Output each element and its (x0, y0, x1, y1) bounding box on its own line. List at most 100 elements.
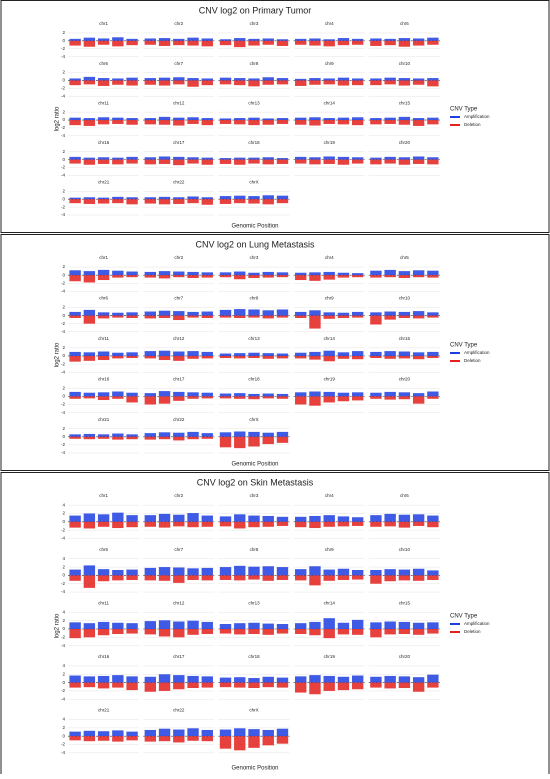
amplification-bar (126, 676, 138, 683)
amplification-bar (412, 677, 425, 683)
amplification-bar (276, 309, 289, 316)
facet-label: chr13 (248, 100, 260, 105)
y-tick-label: 4 (62, 610, 65, 615)
deletion-bar (219, 80, 232, 85)
deletion-bar (323, 521, 335, 527)
deletion-bar (126, 736, 138, 741)
amplification-bar (69, 156, 81, 160)
y-tick-label: 2 (62, 189, 65, 194)
y-tick-label: 0 (62, 519, 65, 524)
deletion-bar (384, 40, 396, 46)
deletion-bar (276, 682, 289, 688)
amplification-bar (144, 38, 157, 41)
deletion-bar (351, 40, 364, 45)
amplification-bar (295, 38, 307, 41)
deletion-bar (384, 355, 396, 359)
amplification-bar (158, 156, 171, 160)
amplification-bar (69, 311, 81, 316)
amplification-bar (370, 78, 382, 81)
amplification-bar (83, 392, 96, 397)
amplification-bar (97, 78, 110, 81)
amplification-bar (248, 38, 260, 41)
deletion-bar (276, 521, 289, 526)
amplification-bar (173, 391, 185, 397)
deletion-bar (187, 315, 199, 318)
amplification-bar (351, 311, 364, 316)
y-tick-label: 0 (62, 434, 65, 439)
deletion-bar (158, 199, 171, 205)
amplification-bar (126, 515, 138, 522)
deletion-bar (112, 120, 124, 124)
deletion-bar (351, 159, 364, 164)
y-tick-label: 2 (62, 30, 65, 35)
amplification-bar (384, 38, 396, 41)
amplification-bar (201, 729, 213, 737)
amplification-bar (351, 675, 364, 683)
amplification-bar (173, 621, 185, 629)
amplification-bar (97, 392, 110, 397)
y-tick-label: 2 (62, 618, 65, 623)
amplification-bar (69, 569, 81, 576)
deletion-bar (219, 629, 232, 634)
amplification-bar (97, 434, 110, 437)
deletion-bar (234, 629, 246, 635)
deletion-bar (398, 275, 411, 279)
deletion-bar (69, 396, 81, 399)
deletion-bar (248, 80, 260, 87)
amplification-bar (398, 676, 411, 683)
deletion-bar (262, 436, 274, 445)
deletion-bar (69, 682, 81, 688)
deletion-bar (144, 521, 157, 527)
facet-label: chr18 (248, 376, 260, 381)
y-tick-label: 2 (62, 345, 65, 350)
deletion-bar (398, 315, 411, 319)
deletion-bar (112, 315, 124, 318)
deletion-bar (248, 575, 260, 580)
facet-label: chr11 (98, 336, 109, 341)
facet-label: chr2 (174, 21, 183, 26)
facet-label: chr13 (248, 600, 260, 605)
facet-label: chr19 (324, 376, 336, 381)
facet-label: chr13 (248, 336, 260, 341)
deletion-bar (187, 159, 199, 164)
deletion-bar (384, 315, 396, 320)
facet-label: chr9 (325, 296, 334, 301)
deletion-bar (173, 40, 185, 46)
deletion-bar (83, 521, 96, 529)
amplification-bar (351, 117, 364, 121)
amplification-bar (173, 271, 185, 276)
x-axis-label: Genomic Position (231, 224, 278, 230)
deletion-bar (69, 275, 81, 282)
amplification-bar (187, 351, 199, 356)
deletion-bar (83, 80, 96, 85)
deletion-bar (398, 159, 411, 165)
y-tick-label: 0 (62, 394, 65, 399)
deletion-bar (219, 521, 232, 527)
deletion-bar (158, 80, 171, 86)
amplification-bar (201, 567, 213, 576)
amplification-bar (248, 196, 260, 200)
panel-title: CNV log2 on Lung Metastasis (195, 239, 315, 249)
amplification-bar (173, 729, 185, 737)
amplification-bar (295, 156, 307, 160)
amplification-bar (309, 157, 321, 160)
y-tick-label: -2 (61, 204, 65, 209)
deletion-bar (276, 159, 289, 164)
deletion-bar (337, 396, 350, 402)
amplification-bar (370, 515, 382, 522)
amplification-bar (427, 312, 439, 316)
amplification-bar (234, 623, 246, 629)
deletion-bar (248, 275, 260, 279)
y-tick-label: -4 (61, 450, 65, 455)
amplification-bar (69, 731, 81, 737)
deletion-bar (351, 396, 364, 401)
amplification-bar (427, 570, 439, 576)
amplification-bar (412, 156, 425, 160)
amplification-bar (83, 513, 96, 522)
deletion-bar (234, 199, 246, 204)
amplification-bar (309, 351, 321, 356)
deletion-bar (384, 275, 396, 278)
deletion-bar (276, 315, 289, 318)
y-tick-label: 2 (62, 511, 65, 516)
amplification-bar (144, 433, 157, 437)
